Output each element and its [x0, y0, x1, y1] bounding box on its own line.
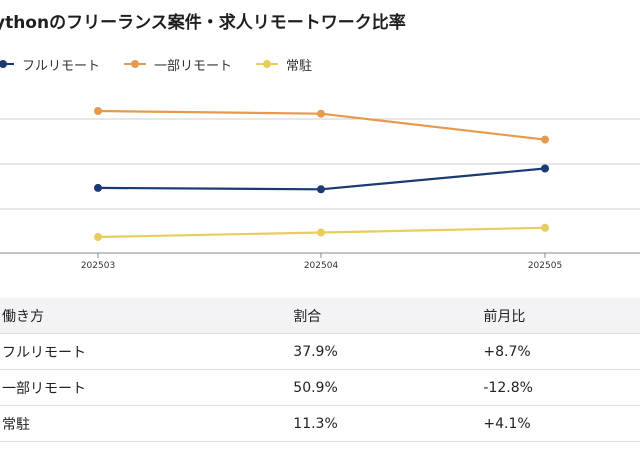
cell-ratio: 37.9% — [291, 333, 482, 370]
chart-title: ythonのフリーランス案件・求人リモートワーク比率 — [0, 13, 406, 33]
line-chart: 202503 202504 202505 — [0, 107, 640, 271]
series-2-point-202505 — [541, 223, 549, 232]
x-tick-label-202504: 202504 — [304, 261, 339, 271]
cell-work-style: フルリモート — [0, 333, 292, 370]
legend-label-onsite: 常駐 — [286, 58, 313, 74]
ratio-table: 働き方 割合 前月比 フルリモート 37.9% +8.7% 一部リモート 50.… — [0, 298, 640, 442]
legend-label-full-remote: フルリモート — [22, 58, 101, 74]
series-0-point-202504 — [317, 185, 325, 194]
series-0-point-202505 — [541, 164, 549, 173]
series-1-point-202505 — [541, 135, 549, 144]
header-work-style: 働き方 — [0, 298, 292, 334]
legend-swatch-full-remote — [0, 60, 14, 68]
table-row: 一部リモート 50.9% -12.8% — [0, 369, 640, 406]
x-tick-label-202505: 202505 — [528, 261, 562, 271]
legend-swatch-onsite — [256, 60, 279, 68]
ratio-table-wrap: 働き方 割合 前月比 フルリモート 37.9% +8.7% 一部リモート 50.… — [0, 298, 640, 442]
header-ratio: 割合 — [291, 298, 482, 334]
series-1-point-202503 — [94, 107, 102, 115]
x-tick-label-202503: 202503 — [81, 261, 115, 271]
legend-item-partial-remote[interactable]: 一部リモート — [124, 55, 232, 74]
table-row: フルリモート 37.9% +8.7% — [0, 333, 640, 370]
series-2-point-202504 — [317, 228, 325, 237]
legend-label-partial-remote: 一部リモート — [154, 58, 233, 74]
table-row: 常駐 11.3% +4.1% — [0, 405, 640, 442]
cell-mom: -12.8% — [481, 369, 640, 406]
cell-ratio: 50.9% — [291, 369, 482, 406]
series-2-point-202503 — [94, 233, 102, 241]
cell-work-style: 一部リモート — [0, 369, 292, 406]
legend-item-onsite[interactable]: 常駐 — [256, 55, 312, 74]
chart-legend: フルリモート 一部リモート 常駐 — [0, 54, 336, 74]
header-mom: 前月比 — [481, 298, 640, 334]
table-header-row: 働き方 割合 前月比 — [0, 298, 640, 334]
legend-item-full-remote[interactable]: フルリモート — [0, 55, 100, 74]
cell-mom: +4.1% — [481, 405, 640, 442]
series-0-point-202503 — [94, 183, 102, 192]
legend-swatch-partial-remote — [124, 60, 147, 68]
cell-mom: +8.7% — [481, 333, 640, 370]
series-1-point-202504 — [317, 109, 325, 118]
cell-work-style: 常駐 — [0, 405, 292, 442]
cell-ratio: 11.3% — [291, 405, 482, 442]
